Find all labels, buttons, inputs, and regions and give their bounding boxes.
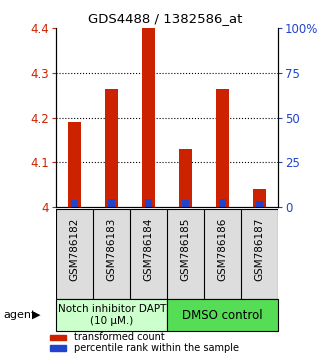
Bar — [256, 201, 263, 207]
Text: transformed count: transformed count — [74, 332, 165, 342]
Bar — [253, 189, 266, 207]
Text: GSM786185: GSM786185 — [181, 218, 191, 281]
Bar — [145, 199, 152, 207]
Text: ▶: ▶ — [32, 310, 41, 320]
Bar — [105, 88, 118, 207]
Bar — [71, 200, 78, 207]
Text: GSM786183: GSM786183 — [107, 218, 117, 281]
Bar — [50, 345, 66, 350]
Bar — [108, 200, 116, 207]
Text: GSM786187: GSM786187 — [255, 218, 264, 281]
Text: GDS4488 / 1382586_at: GDS4488 / 1382586_at — [88, 12, 243, 25]
Text: GSM786182: GSM786182 — [70, 218, 80, 281]
Bar — [182, 200, 189, 207]
Bar — [50, 335, 66, 340]
Text: DMSO control: DMSO control — [182, 309, 263, 321]
Text: agent: agent — [3, 310, 36, 320]
Text: percentile rank within the sample: percentile rank within the sample — [74, 343, 239, 353]
Bar — [167, 299, 278, 331]
Bar — [142, 28, 155, 207]
Bar — [179, 149, 192, 207]
Text: GSM786184: GSM786184 — [144, 218, 154, 281]
Bar — [56, 299, 167, 331]
Bar — [68, 122, 81, 207]
Text: Notch inhibitor DAPT
(10 μM.): Notch inhibitor DAPT (10 μM.) — [58, 304, 166, 326]
Bar — [219, 199, 226, 207]
Bar — [216, 88, 229, 207]
Text: GSM786186: GSM786186 — [217, 218, 228, 281]
